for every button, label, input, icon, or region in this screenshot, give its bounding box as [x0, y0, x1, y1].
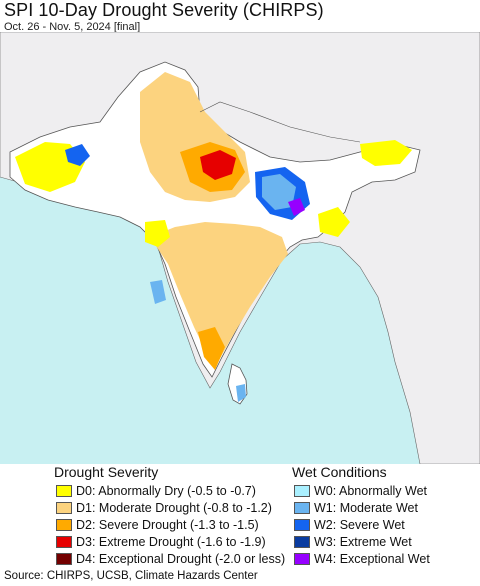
d0-abnormally-dry-northeast [360, 140, 412, 166]
legend-swatch-d3 [56, 536, 72, 548]
country-border-line [199, 101, 361, 143]
w2-severe-wet-west [65, 144, 90, 166]
w1-moderate-wet-east [262, 174, 296, 210]
legend-item-d4: D4: Exceptional Drought (-2.0 or less) [56, 551, 285, 567]
legend-label-w3: W3: Extreme Wet [314, 535, 412, 549]
legend-swatch-w1 [294, 502, 310, 514]
map-legend: Drought Severity Wet Conditions D0: Abno… [0, 464, 480, 568]
legend-label-d2: D2: Severe Drought (-1.3 to -1.5) [76, 518, 259, 532]
legend-label-w1: W1: Moderate Wet [314, 501, 418, 515]
legend-item-d0: D0: Abnormally Dry (-0.5 to -0.7) [56, 483, 256, 499]
legend-swatch-d2 [56, 519, 72, 531]
w1-moderate-wet-south [150, 280, 166, 304]
wet-legend-heading: Wet Conditions [292, 464, 387, 480]
w1-moderate-wet-sri-lanka [236, 384, 246, 402]
legend-swatch-w2 [294, 519, 310, 531]
legend-swatch-d4 [56, 553, 72, 565]
legend-item-w4: W4: Exceptional Wet [294, 551, 430, 567]
legend-swatch-w0 [294, 485, 310, 497]
legend-item-w1: W1: Moderate Wet [294, 500, 418, 516]
page-title: SPI 10-Day Drought Severity (CHIRPS) [4, 0, 324, 20]
w4-exceptional-wet-east [288, 198, 305, 216]
legend-label-d4: D4: Exceptional Drought (-2.0 or less) [76, 552, 286, 566]
d3-extreme-drought-north [200, 150, 236, 180]
legend-label-w0: W0: Abnormally Wet [314, 484, 428, 498]
legend-label-w2: W2: Severe Wet [314, 518, 405, 532]
south-asia-map [0, 32, 480, 464]
d1-moderate-drought-peninsula [150, 222, 288, 362]
d0-abnormally-dry-central [145, 220, 170, 247]
d0-abnormally-dry-bangladesh [318, 207, 350, 237]
legend-item-d3: D3: Extreme Drought (-1.6 to -1.9) [56, 534, 266, 550]
legend-item-d2: D2: Severe Drought (-1.3 to -1.5) [56, 517, 259, 533]
source-credit: Source: CHIRPS, UCSB, Climate Hazards Ce… [4, 570, 258, 582]
legend-item-d1: D1: Moderate Drought (-0.8 to -1.2) [56, 500, 272, 516]
legend-label-d0: D0: Abnormally Dry (-0.5 to -0.7) [76, 484, 256, 498]
legend-item-w0: W0: Abnormally Wet [294, 483, 427, 499]
legend-swatch-d0 [56, 485, 72, 497]
legend-label-d1: D1: Moderate Drought (-0.8 to -1.2) [76, 501, 272, 515]
date-range-subtitle: Oct. 26 - Nov. 5, 2024 [final] [4, 21, 141, 33]
drought-legend-heading: Drought Severity [54, 464, 159, 480]
legend-swatch-w4 [294, 553, 310, 565]
legend-item-w2: W2: Severe Wet [294, 517, 405, 533]
d2-severe-drought-south [198, 327, 225, 370]
legend-item-w3: W3: Extreme Wet [294, 534, 412, 550]
legend-label-d3: D3: Extreme Drought (-1.6 to -1.9) [76, 535, 266, 549]
legend-swatch-d1 [56, 502, 72, 514]
legend-swatch-w3 [294, 536, 310, 548]
legend-label-w4: W4: Exceptional Wet [314, 552, 430, 566]
